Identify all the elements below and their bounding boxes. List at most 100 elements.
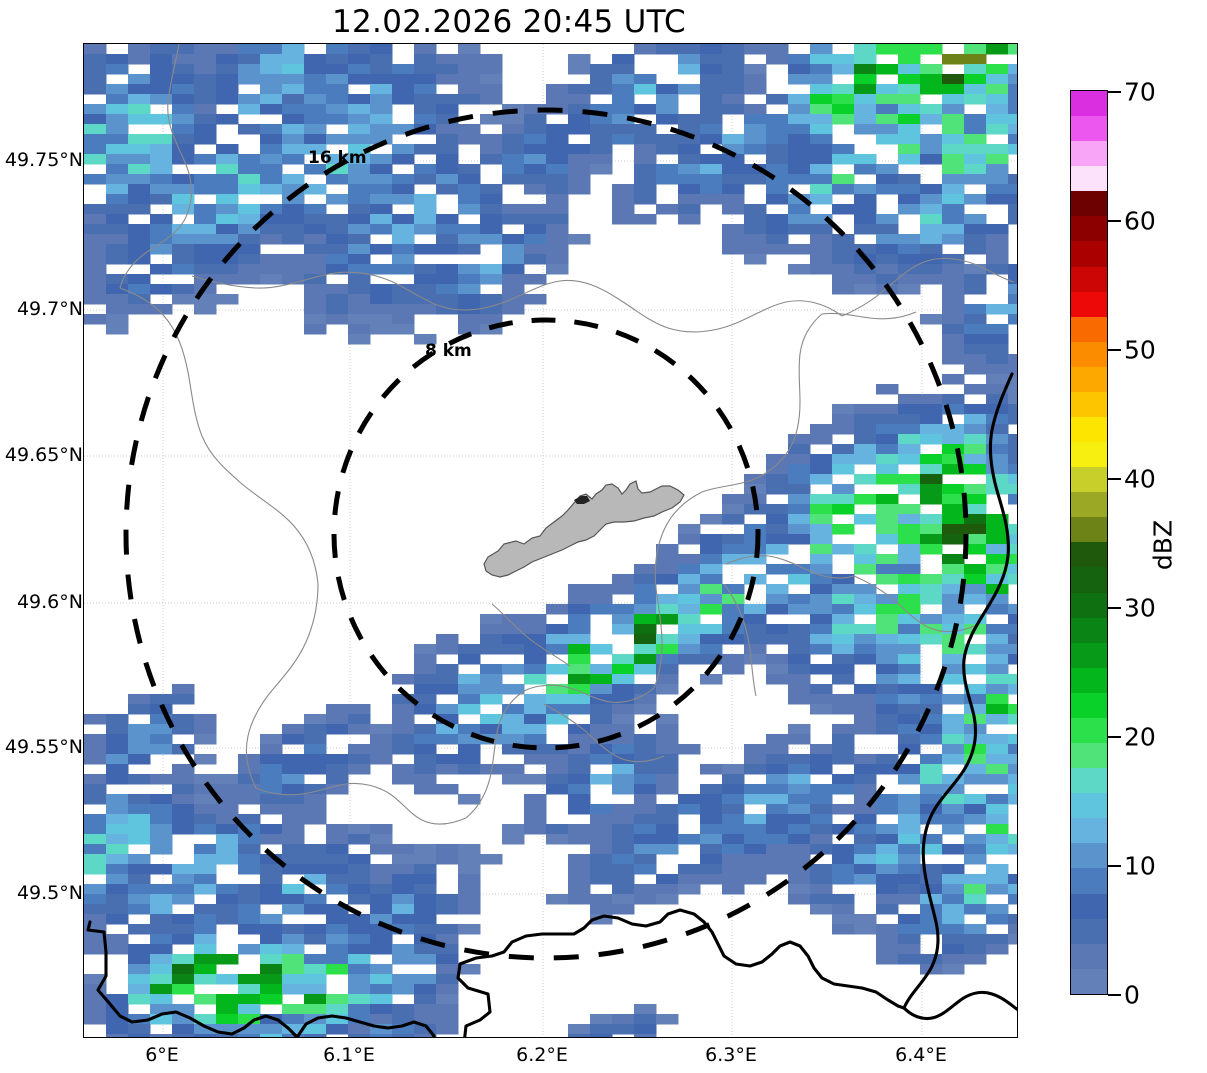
radar-cell [128,94,151,105]
radar-cell [458,204,481,215]
radar-cell [128,794,151,805]
radar-cell [480,634,503,645]
radar-cell [172,864,195,875]
radar-cell [84,284,107,295]
radar-cell [128,744,151,755]
radar-cell [634,844,657,855]
radar-cell [348,194,371,205]
radar-cell [634,744,657,755]
radar-cell [304,864,327,875]
radar-cell [436,934,459,945]
radar-cell [920,264,943,275]
radar-cell [920,574,943,585]
colorbar-tick-40 [1108,478,1121,480]
radar-cell [436,704,459,715]
radar-cell [568,634,591,645]
radar-cell [766,214,789,225]
radar-cell [788,794,811,805]
radar-cell [986,684,1009,695]
radar-cell [304,224,327,235]
radar-cell [876,634,899,645]
radar-cell [942,674,965,685]
radar-cell [260,204,283,215]
radar-cell [524,624,547,635]
radar-cell [370,164,393,175]
radar-cell [832,444,855,455]
radar-cell [524,254,547,265]
radar-cell [436,754,459,765]
radar-cell [326,904,349,915]
radar-cell [590,714,613,725]
radar-cell [216,814,239,825]
radar-cell [986,94,1009,105]
radar-cell [700,74,723,85]
radar-cell [348,204,371,215]
radar-cell [260,174,283,185]
radar-cell [260,964,283,975]
radar-cell [722,204,745,215]
radar-cell [150,184,173,195]
radar-cell [106,304,129,315]
radar-cell [84,64,107,75]
radar-cell [788,664,811,675]
radar-cell [216,794,239,805]
radar-cell [370,914,393,925]
radar-cell [392,984,415,995]
radar-cell [744,864,767,875]
radar-cell [458,304,481,315]
radar-cell [348,224,371,235]
radar-cell [722,514,745,525]
radar-cell [788,724,811,735]
radar-cell [326,104,349,115]
radar-cell [1008,934,1017,945]
radar-cell [128,274,151,285]
radar-cell [744,844,767,855]
radar-cell [172,774,195,785]
radar-cell [282,214,305,225]
radar-cell [480,674,503,685]
radar-cell [568,164,591,175]
radar-cell [854,74,877,85]
colorbar-label-70: 70 [1124,77,1156,107]
colorbar-band [1071,567,1107,593]
radar-cell [172,804,195,815]
radar-cell [436,964,459,975]
radar-cell [810,554,833,565]
radar-cell [920,864,943,875]
radar-cell [1008,214,1017,225]
radar-cell [194,924,217,935]
radar-cell [590,724,613,735]
radar-cell [590,894,613,905]
radar-cell [260,734,283,745]
radar-cell [722,884,745,895]
radar-cell [810,84,833,95]
radar-cell [964,414,987,425]
radar-cell [898,834,921,845]
radar-cell [854,914,877,925]
radar-cell [964,854,987,865]
radar-cell [260,154,283,165]
radar-map-axes[interactable]: 16 km 8 km [83,43,1018,1038]
radar-cell [656,134,679,145]
radar-cell [480,714,503,725]
radar-cell [502,744,525,755]
radar-cell [128,974,151,985]
radar-cell [326,944,349,955]
radar-cell [722,584,745,595]
radar-cell [414,754,437,765]
radar-cell [524,184,547,195]
radar-cell [546,264,569,275]
radar-cell [348,754,371,765]
radar-cell [524,654,547,665]
colorbar-band [1071,943,1107,969]
colorbar[interactable] [1070,90,1108,995]
radar-cell [568,64,591,75]
radar-cell [854,414,877,425]
radar-cell [568,834,591,845]
radar-cell [898,144,921,155]
radar-cell [392,904,415,915]
radar-cell [766,754,789,765]
radar-cell [128,754,151,765]
radar-cell [788,694,811,705]
radar-cell [216,244,239,255]
